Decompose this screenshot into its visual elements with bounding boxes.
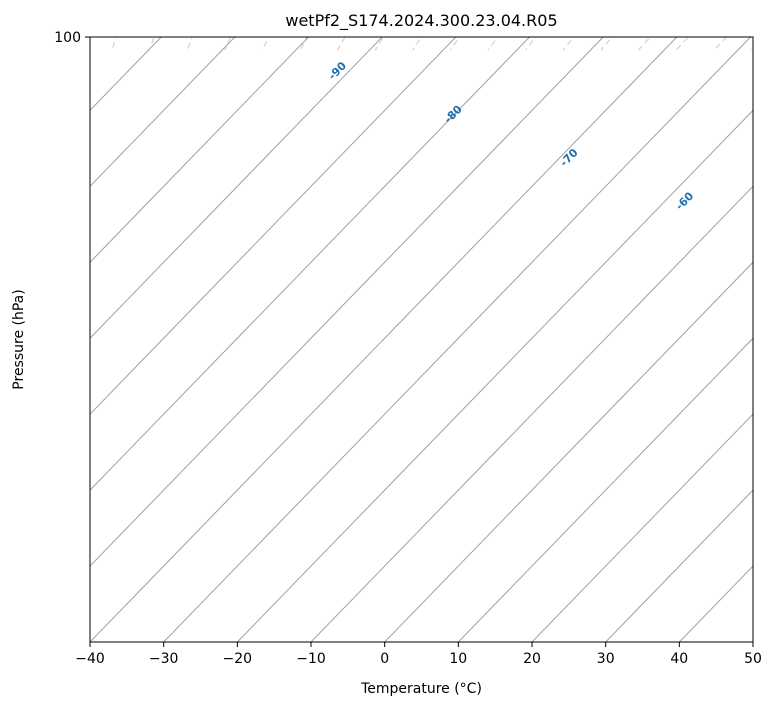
isotherm-line [90, 37, 457, 415]
x-tick-label: 20 [523, 651, 541, 667]
isotherm-line [90, 37, 678, 642]
isotherm-line [457, 337, 753, 642]
x-axis-label: Temperature (°C) [360, 681, 482, 697]
isotherm-line [310, 185, 753, 642]
isotherm-line [236, 109, 753, 642]
plot-frame [89, 36, 754, 643]
background-lines [90, 37, 753, 642]
isotherm-line [90, 37, 236, 188]
x-tick-label: 40 [670, 651, 688, 667]
x-tick-label: −40 [75, 651, 105, 667]
x-axis-ticks: −40 −30 −20 −10 0 10 20 30 40 50 [75, 642, 762, 667]
x-tick-label: 10 [449, 651, 467, 667]
y-axis-ticks: 1002003004005006007008009001000 [54, 30, 90, 46]
isotherm-line [90, 37, 604, 567]
y-tick-label: 100 [54, 30, 81, 46]
x-tick-label: 0 [380, 651, 389, 667]
isotherm-line [90, 37, 383, 339]
isotherm-line [90, 37, 309, 263]
x-tick-label: 30 [597, 651, 615, 667]
x-tick-label: −10 [296, 651, 326, 667]
isotherm-line [90, 37, 530, 491]
isotherm-line [605, 489, 753, 642]
chart-title: wetPf2_S174.2024.300.23.04.R05 [285, 11, 557, 31]
isotherm-line [384, 261, 753, 642]
isotherm-line [163, 37, 751, 642]
x-tick-label: −30 [149, 651, 179, 667]
x-tick-label: 50 [744, 651, 762, 667]
x-tick-label: −20 [223, 651, 253, 667]
isotherm-line [531, 413, 753, 642]
y-axis-label: Pressure (hPa) [11, 289, 27, 389]
